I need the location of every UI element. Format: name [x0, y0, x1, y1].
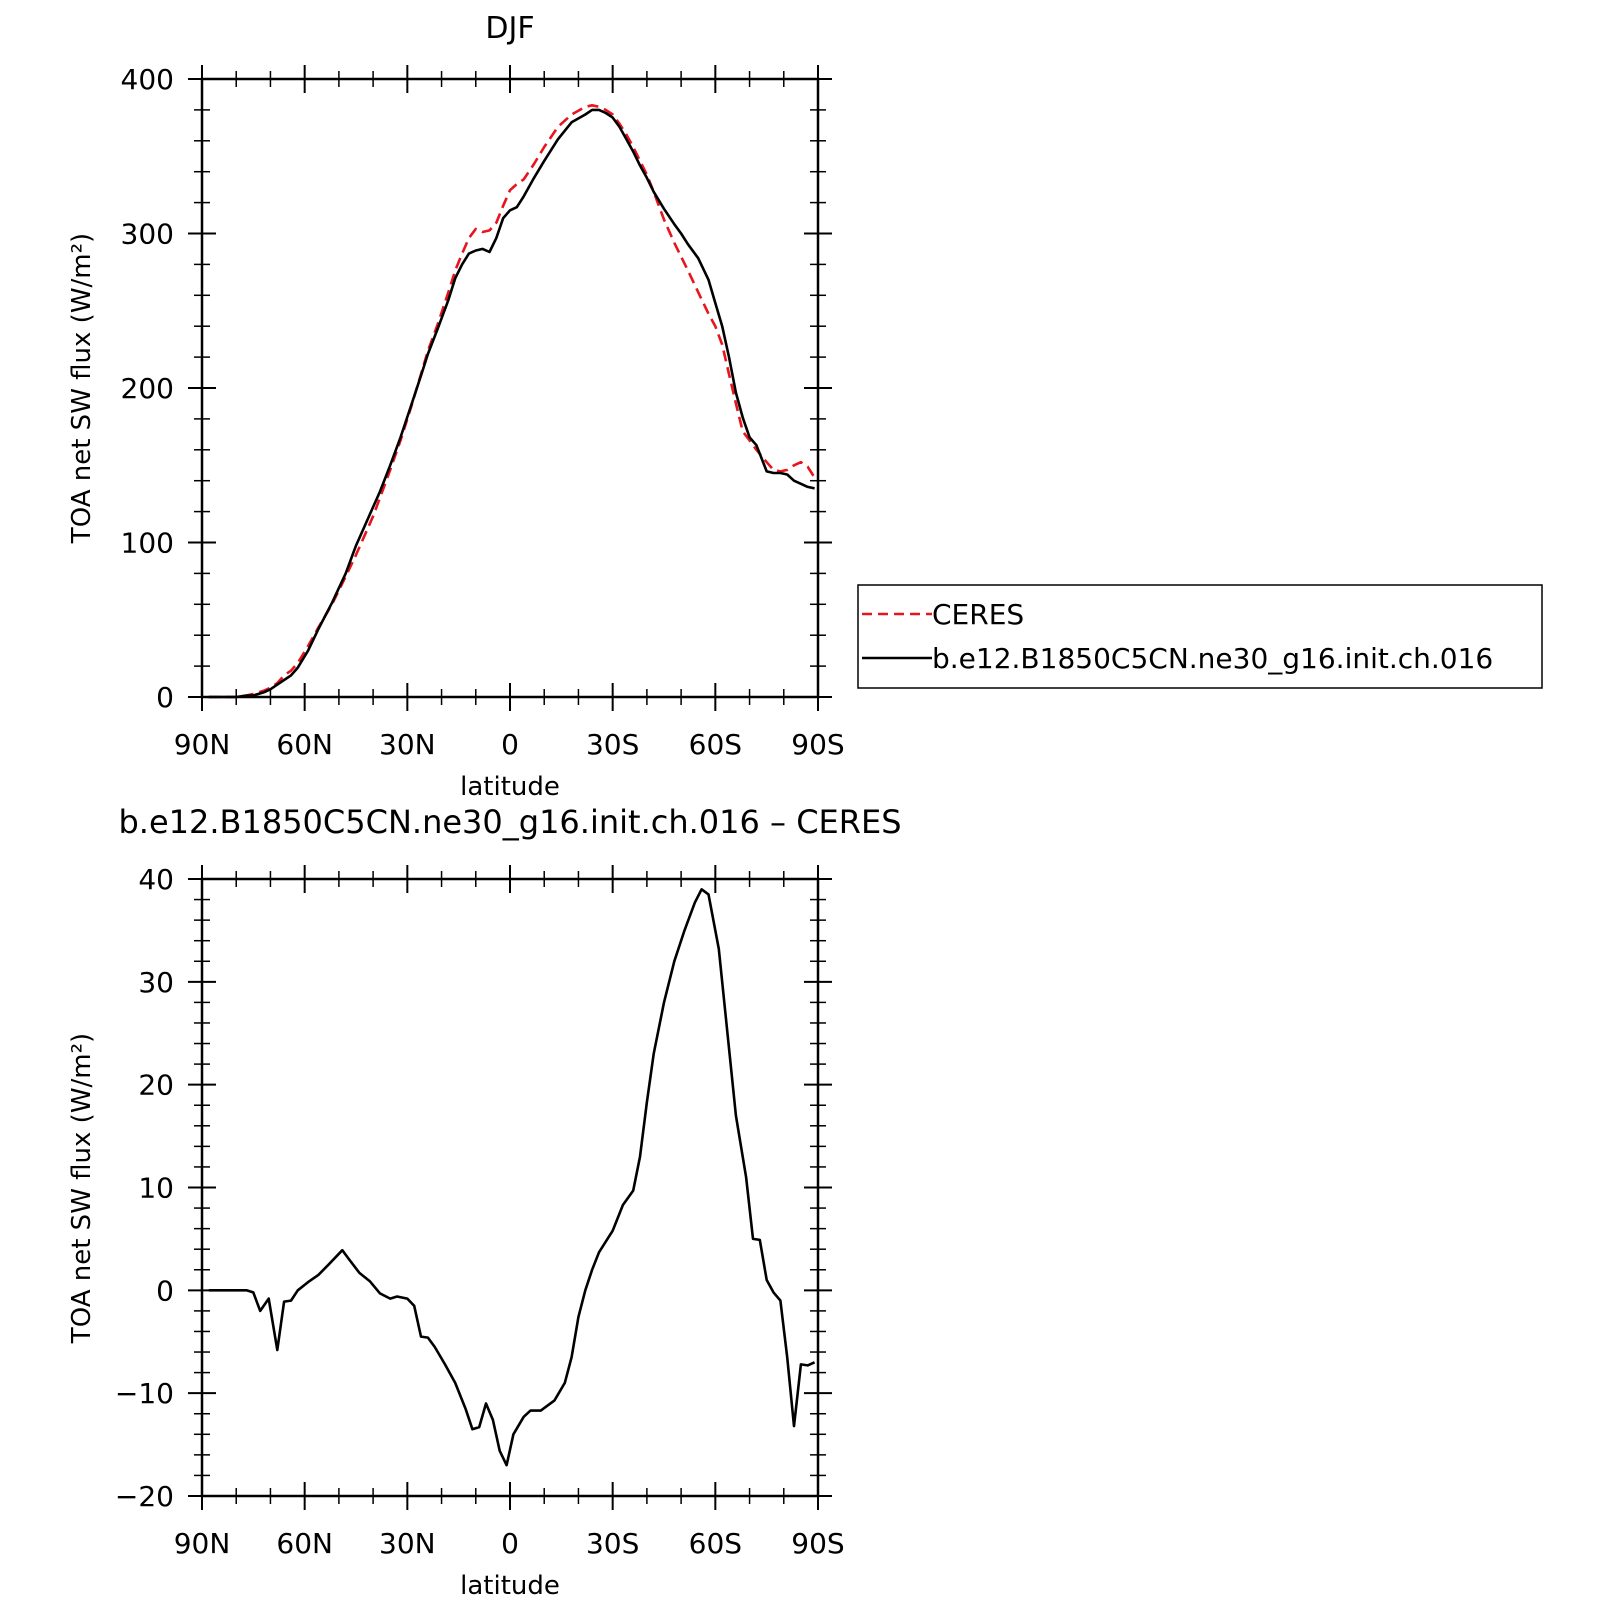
bottom-y-axis-label: TOA net SW flux (W/m²): [67, 1033, 97, 1344]
series-line-model: [208, 887, 816, 1467]
top-chart-title: DJF: [485, 11, 534, 46]
top-panel: DJF 0 100 200 300 400 90N 60N 30N 0 30S 60S 90S la…: [67, 11, 845, 802]
y-tick-label: 0: [156, 681, 174, 714]
legend-label-model: b.e12.B1850C5CN.ne30_g16.init.ch.016: [932, 642, 1493, 675]
x-tick-label: 30N: [379, 1527, 436, 1560]
bottom-chart-title: b.e12.B1850C5CN.ne30_g16.init.ch.016 – C…: [118, 803, 901, 841]
top-y-axis-label: TOA net SW flux (W/m²): [67, 233, 97, 544]
x-tick-label: 0: [501, 728, 519, 761]
x-tick-label: 60S: [689, 728, 742, 761]
x-tick-label: 30N: [379, 728, 436, 761]
x-tick-label: 90N: [174, 1527, 231, 1560]
y-tick-label: 400: [121, 63, 174, 96]
x-tick-label: 30S: [586, 728, 639, 761]
series-line-ceres: [208, 104, 816, 699]
y-tick-label: 100: [121, 527, 174, 560]
y-tick-label: 20: [138, 1069, 174, 1102]
bottom-panel: b.e12.B1850C5CN.ne30_g16.init.ch.016 – C…: [67, 803, 902, 1601]
x-tick-label: 90S: [791, 728, 844, 761]
y-tick-label: 200: [121, 372, 174, 405]
top-plot-frame: [200, 77, 820, 699]
x-tick-label: 60S: [689, 1527, 742, 1560]
y-tick-label: −20: [115, 1480, 174, 1513]
series-line-model: [208, 108, 815, 699]
x-tick-label: 30S: [586, 1527, 639, 1560]
bottom-x-axis-label: latitude: [460, 1571, 560, 1601]
y-tick-label: 0: [156, 1274, 174, 1307]
y-tick-label: 40: [138, 863, 174, 896]
y-tick-label: −10: [115, 1377, 174, 1410]
top-x-axis-label: latitude: [460, 772, 560, 802]
x-tick-label: 60N: [276, 1527, 333, 1560]
x-tick-label: 60N: [276, 728, 333, 761]
x-tick-label: 0: [501, 1527, 519, 1560]
x-tick-label: 90S: [791, 1527, 844, 1560]
bottom-plot-frame: [200, 877, 820, 1498]
legend: CERES b.e12.B1850C5CN.ne30_g16.init.ch.0…: [857, 584, 1543, 689]
y-tick-label: 30: [138, 966, 174, 999]
legend-box: [857, 584, 1543, 689]
y-tick-label: 10: [138, 1172, 174, 1205]
x-tick-label: 90N: [174, 728, 231, 761]
y-tick-label: 300: [121, 218, 174, 251]
legend-label-ceres: CERES: [932, 598, 1024, 631]
